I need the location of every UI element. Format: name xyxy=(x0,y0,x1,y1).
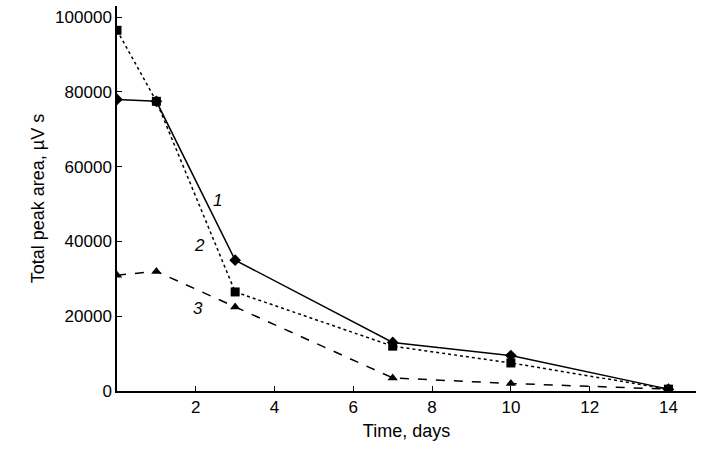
svg-text:4: 4 xyxy=(270,398,279,417)
svg-text:2: 2 xyxy=(191,398,200,417)
svg-text:0: 0 xyxy=(102,382,111,401)
svg-text:Total peak area, µV s: Total peak area, µV s xyxy=(28,114,48,283)
svg-text:8: 8 xyxy=(427,398,436,417)
svg-text:10: 10 xyxy=(501,398,520,417)
svg-text:20000: 20000 xyxy=(65,307,112,326)
svg-text:1: 1 xyxy=(213,191,222,210)
svg-text:2: 2 xyxy=(194,236,205,255)
svg-text:12: 12 xyxy=(580,398,599,417)
svg-text:60000: 60000 xyxy=(65,158,112,177)
svg-text:80000: 80000 xyxy=(65,83,112,102)
svg-text:40000: 40000 xyxy=(65,232,112,251)
svg-text:100000: 100000 xyxy=(55,8,112,27)
svg-text:14: 14 xyxy=(659,398,678,417)
svg-text:3: 3 xyxy=(193,299,203,318)
svg-text:6: 6 xyxy=(349,398,358,417)
svg-text:Time, days: Time, days xyxy=(363,421,450,441)
